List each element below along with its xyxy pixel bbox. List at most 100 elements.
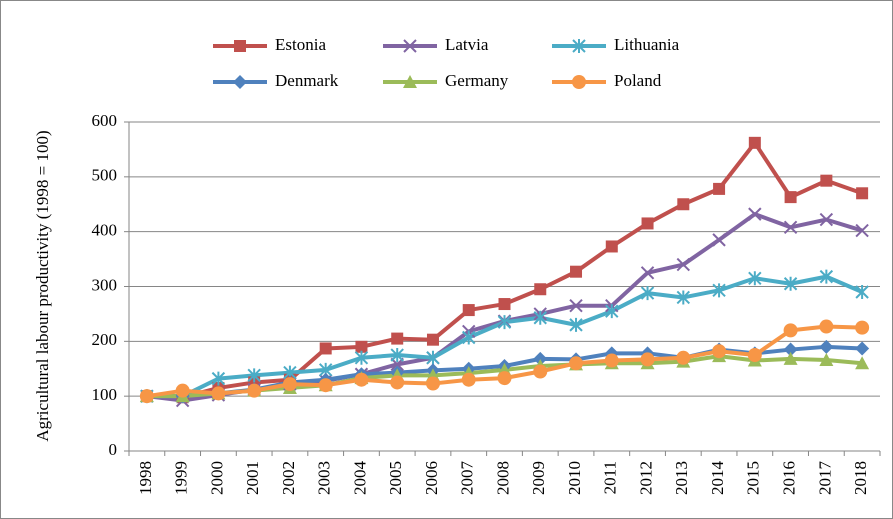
x-tick-label: 2013 bbox=[672, 461, 691, 495]
marker bbox=[461, 372, 476, 387]
marker bbox=[641, 217, 654, 230]
marker bbox=[354, 372, 369, 387]
marker bbox=[783, 276, 798, 291]
marker bbox=[319, 342, 332, 355]
y-tick-label: 600 bbox=[92, 111, 118, 130]
marker bbox=[533, 364, 548, 379]
marker bbox=[569, 317, 583, 332]
marker bbox=[175, 383, 190, 398]
marker bbox=[855, 341, 870, 356]
marker bbox=[855, 320, 870, 335]
x-tick-label: 2001 bbox=[243, 461, 262, 495]
legend-marker bbox=[572, 39, 586, 53]
marker bbox=[783, 351, 798, 365]
legend-marker bbox=[572, 75, 586, 89]
marker bbox=[390, 375, 405, 390]
y-tick-label: 300 bbox=[92, 275, 118, 294]
x-tick-label: 2014 bbox=[708, 461, 727, 496]
marker bbox=[712, 344, 727, 359]
marker bbox=[783, 342, 798, 357]
marker bbox=[784, 191, 797, 204]
marker bbox=[534, 283, 547, 296]
legend-label: Poland bbox=[614, 71, 662, 90]
y-tick-label: 500 bbox=[92, 166, 118, 185]
marker bbox=[855, 223, 869, 238]
x-tick-label: 2010 bbox=[565, 461, 584, 495]
x-tick-label: 1998 bbox=[136, 461, 155, 495]
marker bbox=[819, 352, 834, 366]
marker bbox=[604, 353, 619, 368]
marker bbox=[498, 298, 511, 311]
marker bbox=[820, 174, 833, 187]
marker bbox=[677, 198, 690, 211]
marker bbox=[712, 233, 726, 247]
marker bbox=[247, 368, 261, 383]
marker bbox=[570, 265, 583, 278]
x-tick-label: 2016 bbox=[780, 461, 799, 495]
marker bbox=[355, 340, 368, 353]
marker bbox=[462, 330, 476, 345]
marker bbox=[748, 271, 762, 286]
marker bbox=[354, 350, 369, 365]
y-axis-label: Agricultural labour productivity (1998 =… bbox=[33, 130, 52, 441]
marker bbox=[605, 240, 618, 253]
marker bbox=[533, 351, 548, 366]
marker bbox=[713, 182, 726, 195]
legend-label: Latvia bbox=[445, 35, 489, 54]
marker bbox=[426, 333, 439, 346]
marker bbox=[497, 315, 512, 330]
marker bbox=[211, 386, 226, 401]
marker bbox=[748, 207, 762, 221]
marker bbox=[139, 389, 154, 404]
marker bbox=[497, 371, 512, 386]
legend-marker bbox=[234, 40, 246, 52]
x-tick-label: 2000 bbox=[207, 461, 226, 495]
marker bbox=[247, 383, 262, 398]
marker bbox=[676, 350, 691, 365]
marker bbox=[748, 136, 761, 149]
marker bbox=[391, 332, 404, 345]
legend-marker bbox=[403, 39, 417, 53]
x-tick-label: 2007 bbox=[458, 461, 477, 496]
legend-label: Estonia bbox=[275, 35, 326, 54]
marker bbox=[462, 304, 475, 317]
marker bbox=[390, 348, 404, 363]
marker bbox=[318, 378, 333, 393]
marker bbox=[676, 257, 691, 272]
marker bbox=[282, 377, 297, 392]
marker bbox=[819, 269, 834, 284]
marker bbox=[211, 371, 226, 386]
y-tick-label: 0 bbox=[109, 440, 118, 459]
x-tick-label: 1999 bbox=[172, 461, 191, 495]
x-tick-label: 2006 bbox=[422, 461, 441, 495]
marker bbox=[712, 283, 726, 298]
marker bbox=[856, 187, 869, 200]
x-tick-label: 2018 bbox=[851, 461, 870, 495]
marker bbox=[783, 220, 798, 234]
marker bbox=[569, 356, 584, 371]
x-tick-label: 2004 bbox=[350, 461, 369, 496]
y-tick-label: 400 bbox=[92, 221, 118, 240]
marker bbox=[676, 290, 691, 305]
legend-marker bbox=[403, 75, 417, 88]
legend-label: Lithuania bbox=[614, 35, 680, 54]
y-tick-label: 200 bbox=[92, 330, 118, 349]
x-tick-label: 2003 bbox=[315, 461, 334, 495]
x-tick-label: 2015 bbox=[744, 461, 763, 495]
x-tick-label: 2008 bbox=[493, 461, 512, 495]
marker bbox=[569, 298, 583, 313]
marker bbox=[640, 286, 655, 301]
marker bbox=[425, 376, 440, 391]
marker bbox=[533, 310, 547, 325]
marker bbox=[855, 356, 870, 370]
marker bbox=[819, 319, 834, 334]
marker bbox=[819, 339, 834, 354]
x-tick-label: 2011 bbox=[601, 461, 620, 494]
y-tick-label: 100 bbox=[92, 385, 118, 404]
marker bbox=[605, 304, 619, 319]
marker bbox=[783, 323, 798, 338]
legend-label: Denmark bbox=[275, 71, 339, 90]
marker bbox=[747, 348, 762, 363]
